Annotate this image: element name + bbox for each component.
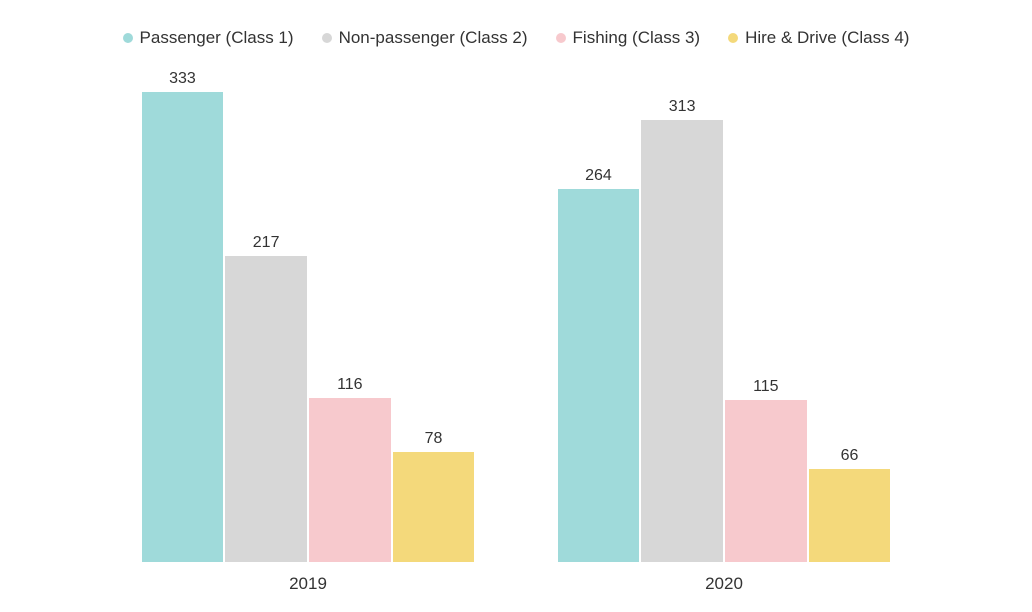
legend-item-1: Non-passenger (Class 2) bbox=[322, 28, 528, 48]
x-tick-label-2019: 2019 bbox=[289, 574, 327, 594]
legend-label-1: Non-passenger (Class 2) bbox=[339, 28, 528, 48]
legend-swatch-3 bbox=[728, 33, 738, 43]
bar-group-2019: 33321711678 bbox=[142, 60, 475, 562]
bar-group-2020: 26431311566 bbox=[558, 60, 891, 562]
x-tick-label-2020: 2020 bbox=[705, 574, 743, 594]
bar-value-label: 264 bbox=[558, 167, 640, 185]
chart-container: Passenger (Class 1) Non-passenger (Class … bbox=[0, 0, 1032, 612]
bar-2020-series0: 264 bbox=[558, 189, 640, 562]
bar-value-label: 217 bbox=[225, 234, 307, 252]
legend-label-2: Fishing (Class 3) bbox=[573, 28, 701, 48]
bar-value-label: 115 bbox=[725, 378, 807, 396]
bar-2020-series2: 115 bbox=[725, 400, 807, 562]
bar-value-label: 116 bbox=[309, 376, 391, 394]
bar-2019-series0: 333 bbox=[142, 92, 224, 562]
legend-label-0: Passenger (Class 1) bbox=[140, 28, 294, 48]
bar-2020-series3: 66 bbox=[809, 469, 891, 562]
bar-value-label: 313 bbox=[641, 98, 723, 116]
legend-swatch-2 bbox=[556, 33, 566, 43]
legend-item-2: Fishing (Class 3) bbox=[556, 28, 701, 48]
bar-2020-series1: 313 bbox=[641, 120, 723, 562]
bar-value-label: 66 bbox=[809, 447, 891, 465]
bar-value-label: 333 bbox=[142, 70, 224, 88]
bar-value-label: 78 bbox=[393, 430, 475, 448]
bar-2019-series1: 217 bbox=[225, 256, 307, 562]
bar-2019-series3: 78 bbox=[393, 452, 475, 562]
chart-plot-area: 3332171167826431311566 bbox=[100, 60, 932, 562]
legend-swatch-1 bbox=[322, 33, 332, 43]
legend-item-3: Hire & Drive (Class 4) bbox=[728, 28, 909, 48]
legend-item-0: Passenger (Class 1) bbox=[123, 28, 294, 48]
chart-legend: Passenger (Class 1) Non-passenger (Class … bbox=[0, 28, 1032, 48]
chart-x-axis: 2019 2020 bbox=[100, 562, 932, 612]
legend-swatch-0 bbox=[123, 33, 133, 43]
legend-label-3: Hire & Drive (Class 4) bbox=[745, 28, 909, 48]
bar-2019-series2: 116 bbox=[309, 398, 391, 562]
